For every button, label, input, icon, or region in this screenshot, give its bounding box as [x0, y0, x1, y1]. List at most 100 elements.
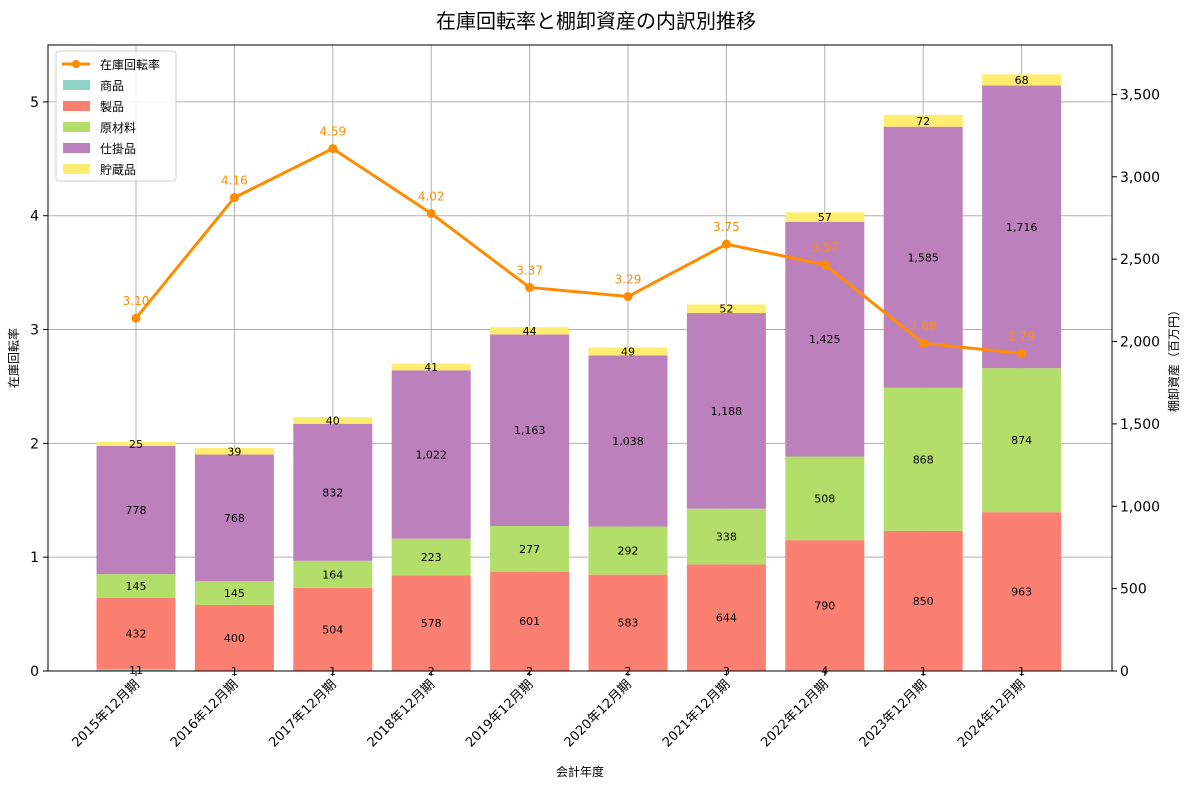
turnover-value-label: 3.37	[516, 263, 543, 277]
turnover-point-6	[624, 292, 633, 301]
legend-label: 在庫回転率	[100, 57, 160, 72]
bar-value-label: 338	[716, 531, 737, 544]
turnover-value-label: 4.59	[319, 125, 346, 139]
bar-value-label: 1,425	[809, 333, 841, 346]
bars-layer	[97, 74, 1062, 671]
y-right-tick-label: 1,500	[1120, 417, 1160, 433]
bar-value-label: 292	[618, 545, 639, 558]
legend-line-marker	[72, 60, 80, 68]
bar-value-label: 850	[913, 595, 934, 608]
turnover-value-label: 3.10	[123, 294, 150, 308]
bar-value-label: 49	[621, 345, 635, 358]
legend-swatch	[63, 164, 90, 174]
bar-value-label: 1,163	[514, 424, 546, 437]
turnover-value-label: 4.16	[221, 174, 248, 188]
bar-value-label: 832	[322, 486, 343, 499]
legend-swatch	[63, 101, 90, 111]
bar-value-label: 1,716	[1006, 221, 1038, 234]
chart-title: 在庫回転率と棚卸資産の内訳別推移	[436, 9, 756, 33]
bar-value-label: 963	[1011, 586, 1032, 599]
bar-value-label: 868	[913, 453, 934, 466]
bar-value-label: 41	[424, 361, 438, 374]
y-right-tick-label: 3,500	[1120, 87, 1160, 103]
bar-value-label: 52	[719, 303, 733, 316]
bar-value-label: 1,022	[415, 449, 447, 462]
y-right-tick-label: 500	[1120, 582, 1147, 598]
y-right-tick-label: 2,500	[1120, 252, 1160, 268]
turnover-point-3	[328, 144, 337, 153]
y-right-tick-label: 3,000	[1120, 170, 1160, 186]
bar-value-label: 277	[519, 543, 540, 556]
turnover-point-4	[427, 209, 436, 218]
y-left-tick-label: 2	[30, 436, 39, 452]
bar-value-label: 644	[716, 611, 737, 624]
x-tick-label: 2018年12月期	[365, 677, 438, 750]
bar-value-label: 68	[1015, 74, 1029, 87]
turnover-point-10	[1017, 349, 1026, 358]
bar-value-label: 400	[224, 632, 245, 645]
legend-label: 仕掛品	[100, 141, 136, 156]
turnover-point-2	[230, 193, 239, 202]
legend-swatch	[63, 143, 90, 153]
x-tick-label: 2015年12月期	[70, 677, 143, 750]
y-axis-right-label: 棚卸資産（百万円）	[1166, 304, 1181, 412]
x-tick-label: 2024年12月期	[955, 677, 1028, 750]
bar-value-label: 25	[129, 438, 143, 451]
legend-swatch	[63, 80, 90, 90]
y-right-tick-label: 2,000	[1120, 335, 1160, 351]
bar-value-label: 874	[1011, 434, 1032, 447]
turnover-value-label: 4.02	[418, 189, 445, 203]
bar-value-label: 39	[227, 445, 241, 458]
bar-value-label: 44	[523, 325, 537, 338]
legend-label: 商品	[100, 78, 124, 93]
bar-value-label: 504	[322, 623, 343, 636]
turnover-value-label: 2.79	[1008, 329, 1035, 343]
bar-value-label: 1,038	[612, 435, 644, 448]
y-left-tick-label: 5	[30, 95, 39, 111]
y-axis-left-label: 在庫回転率	[6, 328, 21, 388]
turnover-point-7	[722, 240, 731, 249]
bar-value-label: 578	[421, 617, 442, 630]
legend-swatch	[63, 122, 90, 132]
bar-value-label: 1,585	[907, 251, 939, 264]
bar-value-label: 223	[421, 551, 442, 564]
x-tick-label: 2022年12月期	[758, 677, 831, 750]
bar-value-label: 1,188	[711, 405, 743, 418]
bar-value-label: 72	[916, 115, 930, 128]
y-left-tick-label: 0	[30, 664, 39, 680]
bar-value-label: 768	[224, 512, 245, 525]
bar-value-label: 145	[126, 580, 147, 593]
turnover-point-9	[919, 339, 928, 348]
legend-label: 原材料	[100, 121, 136, 135]
bar-value-label: 57	[818, 211, 832, 224]
y-right-tick-label: 0	[1120, 664, 1129, 680]
turnover-value-label: 3.29	[615, 273, 642, 287]
bar-value-label: 145	[224, 587, 245, 600]
turnover-value-label: 2.88	[910, 319, 937, 333]
x-tick-label: 2023年12月期	[857, 677, 930, 750]
bar-value-label: 601	[519, 615, 540, 628]
turnover-value-label: 3.75	[713, 220, 740, 234]
bar-value-label: 790	[814, 599, 835, 612]
x-tick-label: 2020年12月期	[562, 677, 635, 750]
x-axis-label: 会計年度	[556, 764, 604, 779]
turnover-point-8	[820, 260, 829, 269]
bar-value-label: 164	[322, 568, 343, 581]
bar-value-label: 40	[326, 414, 340, 427]
legend-label: 製品	[100, 100, 124, 114]
x-tick-label: 2017年12月期	[266, 677, 339, 750]
y-left-tick-label: 1	[30, 550, 39, 566]
x-tick-label: 2021年12月期	[660, 677, 733, 750]
bar-value-label: 432	[126, 628, 147, 641]
turnover-point-1	[132, 314, 141, 323]
turnover-value-label: 3.57	[811, 241, 838, 255]
y-right-tick-label: 1,000	[1120, 499, 1160, 515]
y-left-tick-label: 4	[30, 209, 39, 225]
x-tick-label: 2019年12月期	[463, 677, 536, 750]
legend-label: 貯蔵品	[100, 163, 136, 177]
bar-value-label: 778	[126, 504, 147, 517]
x-tick-label: 2016年12月期	[168, 677, 241, 750]
